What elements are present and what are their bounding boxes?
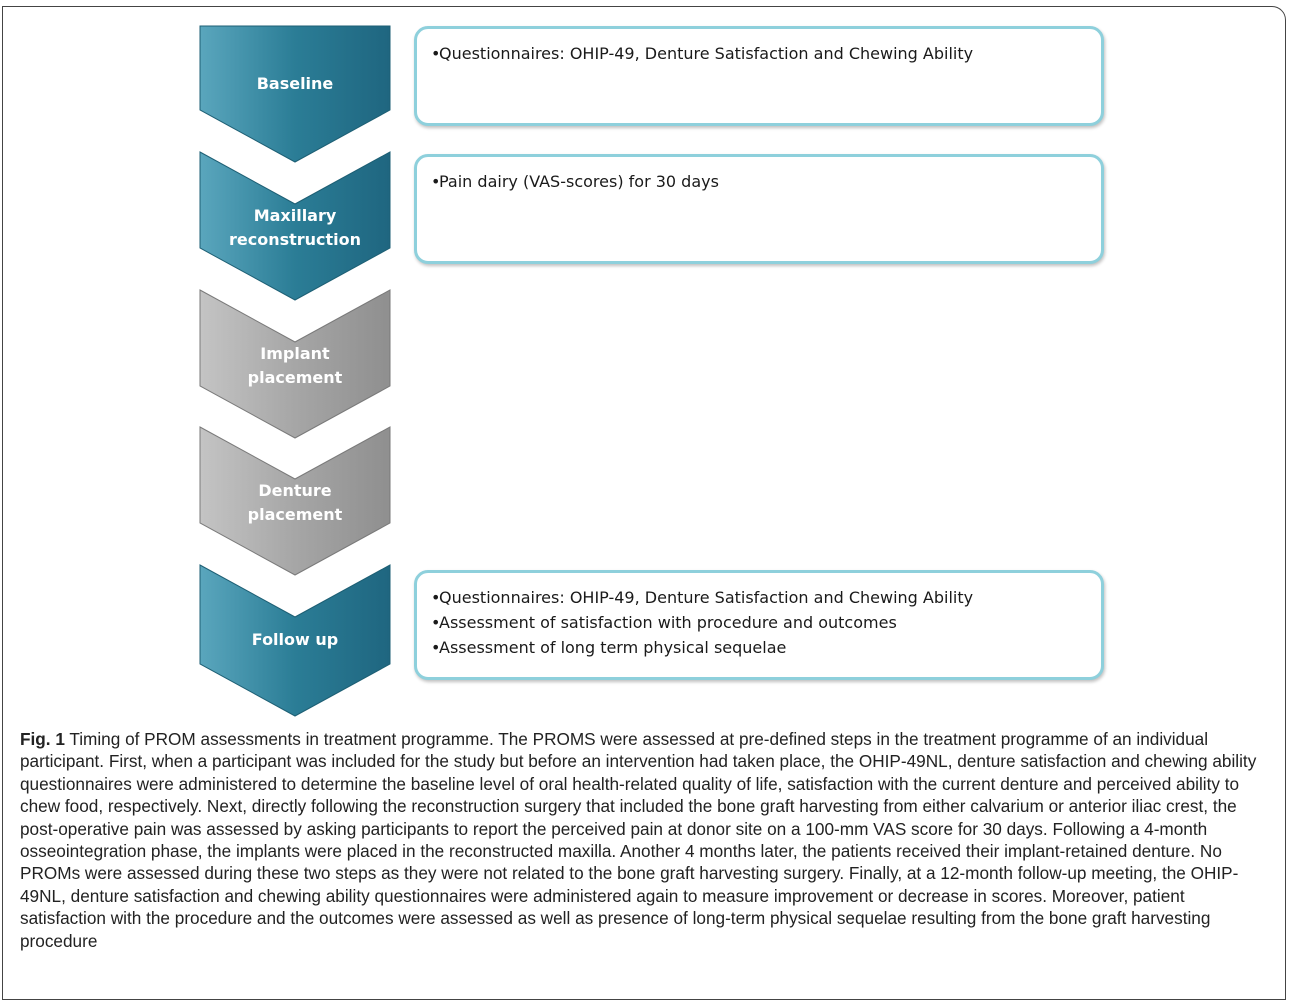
step-label-baseline: Baseline: [256, 74, 334, 93]
info-item: •Questionnaires: OHIP-49, Denture Satisf…: [431, 44, 974, 63]
info-box-reconstruction: •Pain dairy (VAS-scores) for 30 days: [414, 154, 1104, 264]
info-item: •Assessment of long term physical sequel…: [431, 638, 787, 657]
chevron-step-followup: [199, 564, 391, 717]
chevron-step-baseline: [199, 25, 391, 163]
figure-frame: [2, 6, 1286, 1000]
figure-caption: Fig. 1 Timing of PROM assessments in tre…: [20, 728, 1274, 952]
figure-number: Fig. 1: [20, 729, 65, 749]
caption-text: Timing of PROM assessments in treatment …: [20, 729, 1257, 951]
step-label-implant: Implant placement: [247, 344, 343, 387]
chevron-step-implant: [199, 289, 391, 439]
info-item: •Assessment of satisfaction with procedu…: [431, 613, 897, 632]
info-item: •Pain dairy (VAS-scores) for 30 days: [431, 172, 719, 191]
chevron-step-denture: [199, 426, 391, 576]
info-box-baseline: •Questionnaires: OHIP-49, Denture Satisf…: [414, 26, 1104, 126]
info-box-followup: •Questionnaires: OHIP-49, Denture Satisf…: [414, 570, 1104, 680]
step-label-followup: Follow up: [251, 630, 339, 649]
step-label-denture: Denture placement: [247, 481, 343, 524]
chevron-flow: [199, 25, 391, 717]
process-diagram: Baseline Maxillary reconstruction Implan…: [199, 25, 1104, 717]
step-label-reconstruction: Maxillary reconstruction: [228, 206, 362, 249]
chevron-step-reconstruction: [199, 151, 391, 301]
info-item: •Questionnaires: OHIP-49, Denture Satisf…: [431, 588, 974, 607]
